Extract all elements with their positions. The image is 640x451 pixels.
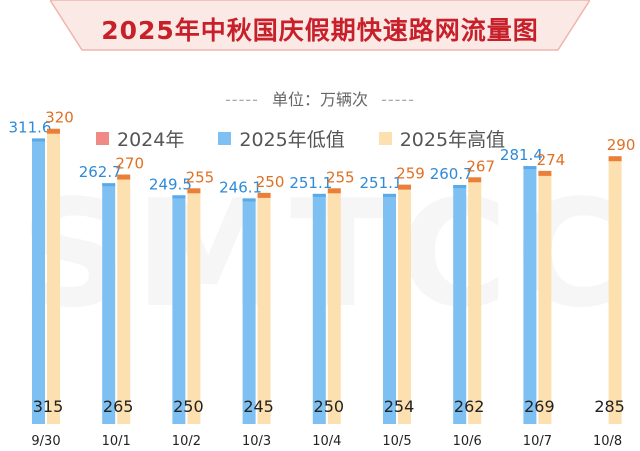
bar-2025-low-cap (172, 195, 186, 199)
bar-2025-high (468, 179, 482, 424)
x-tick-label: 10/8 (593, 434, 622, 449)
label-2025-low: 311.6 (9, 118, 52, 136)
marker-2025-high (257, 192, 271, 198)
label-2025-high: 274 (537, 151, 566, 169)
label-2024-value: 250 (173, 397, 204, 416)
x-tick-label: 10/3 (242, 434, 271, 449)
marker-2025-high (187, 188, 201, 194)
legend-label-2025-high: 2025年高值 (399, 128, 506, 151)
x-tick-label: 10/6 (453, 434, 482, 449)
title-banner: 2025年中秋国庆假期快速路网流量图 (50, 0, 590, 60)
marker-2025-high (468, 177, 482, 183)
label-2025-high: 255 (326, 168, 355, 186)
label-2024-value: 265 (103, 397, 134, 416)
x-tick-label: 10/5 (382, 434, 411, 449)
legend-swatch-2024 (96, 131, 109, 145)
legend-swatch-2025-low (218, 131, 232, 145)
legend-label-2024: 2024年 (117, 128, 185, 151)
bar-2025-low-cap (453, 185, 467, 189)
unit-label: ----- 单位：万辆次 ----- (0, 86, 640, 110)
bar-2025-low (242, 198, 256, 424)
label-2024-value: 245 (243, 397, 274, 416)
bar-2025-high (608, 158, 622, 424)
legend-item-2025-low: 2025年低值 (218, 125, 345, 152)
bar-2025-low-cap (32, 138, 45, 142)
label-2024-value: 254 (384, 397, 415, 416)
bar-2025-high (117, 176, 131, 424)
label-2025-low: 249.5 (149, 175, 192, 193)
marker-2025-high (398, 184, 411, 190)
label-2025-low: 251.1 (289, 174, 332, 192)
bar-2025-low-cap (242, 198, 256, 202)
title-banner-shape (50, 0, 590, 51)
x-tick-label: 10/7 (523, 434, 552, 449)
bar-2025-low (523, 166, 537, 424)
unit-text: 单位：万辆次 (271, 90, 368, 109)
marker-2025-high (47, 128, 60, 134)
label-2025-high: 250 (256, 173, 285, 191)
bar-2025-low (453, 185, 467, 424)
label-2024-value: 250 (314, 397, 345, 416)
bar-2025-low-cap (102, 183, 116, 187)
legend-item-2025-high: 2025年高值 (378, 125, 506, 152)
bar-2025-low (102, 183, 116, 424)
unit-dash-right: ----- (381, 90, 415, 109)
marker-2025-high (327, 188, 341, 194)
unit-dash-left: ----- (225, 90, 259, 109)
bar-2025-high (47, 130, 60, 424)
bar-2025-high (257, 194, 271, 424)
label-2025-low: 260.7 (430, 165, 473, 183)
marker-2025-high (538, 170, 552, 176)
x-tick-label: 10/2 (172, 434, 201, 449)
legend-label-2025-low: 2025年低值 (239, 128, 345, 151)
legend-item-2024: 2024年 (96, 125, 184, 152)
x-tick-label: 9/30 (31, 434, 60, 449)
label-2024-value: 315 (33, 397, 64, 416)
bar-2025-low-cap (312, 193, 326, 197)
label-2025-low: 251.1 (360, 174, 403, 192)
label-2025-high: 259 (396, 165, 425, 183)
bar-2025-low (312, 193, 326, 424)
marker-2025-high (608, 156, 622, 162)
label-2025-high: 290 (607, 136, 636, 154)
bar-2025-high (538, 172, 552, 424)
bar-2025-low (172, 195, 186, 424)
label-2024-value: 269 (524, 397, 555, 416)
bar-2025-low (383, 193, 396, 424)
bar-2025-low-cap (523, 166, 537, 170)
label-2025-low: 246.1 (219, 178, 262, 196)
label-2025-high: 255 (186, 168, 215, 186)
legend: 2024年 2025年低值 2025年高值 (96, 124, 539, 152)
label-2025-low: 262.7 (79, 163, 122, 181)
bar-2025-low-cap (383, 193, 396, 197)
bar-2025-high (327, 190, 341, 424)
chart-title: 2025年中秋国庆假期快速路网流量图 (101, 16, 539, 45)
label-2025-low: 281.4 (500, 146, 543, 164)
x-tick-label: 10/1 (102, 434, 131, 449)
label-2025-high: 320 (45, 109, 74, 127)
marker-2025-high (117, 174, 131, 180)
label-2024-value: 285 (594, 397, 625, 416)
legend-swatch-2025-high (378, 131, 392, 145)
label-2024-value: 262 (454, 397, 485, 416)
bar-2025-low (32, 138, 45, 425)
bar-2025-high (187, 190, 201, 424)
x-tick-label: 10/4 (312, 434, 341, 449)
label-2025-high: 270 (115, 155, 144, 173)
label-2025-high: 267 (466, 157, 495, 175)
bar-2025-high (398, 186, 411, 424)
